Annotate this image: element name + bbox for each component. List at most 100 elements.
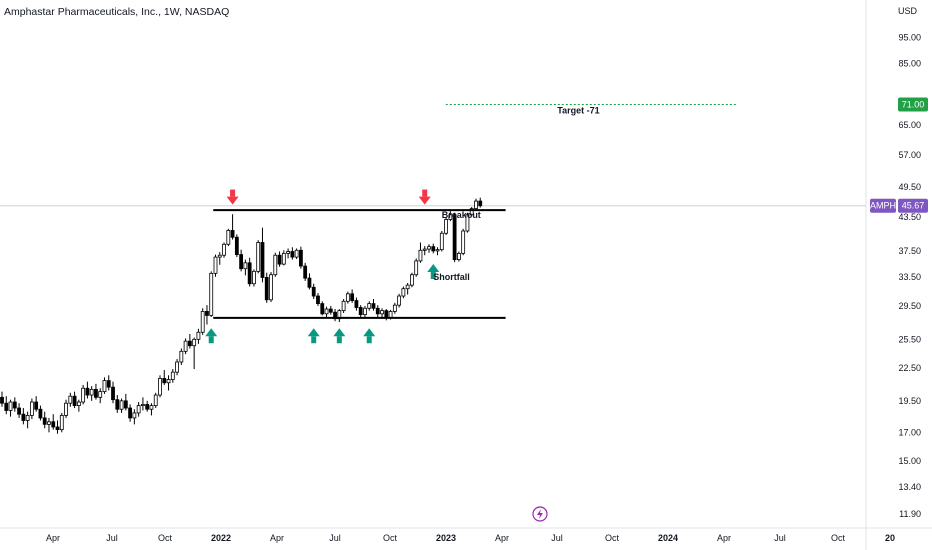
- candle-body: [141, 404, 145, 407]
- candle: [243, 259, 248, 276]
- candle: [256, 240, 261, 274]
- candle: [277, 251, 282, 267]
- arrow-shaft: [366, 336, 372, 344]
- candle: [397, 293, 402, 308]
- candle: [209, 271, 214, 318]
- candle: [307, 273, 312, 290]
- arrow-shaft: [311, 336, 317, 344]
- candle: [303, 262, 308, 281]
- price-axis[interactable]: USD 95.00 85.00 71.00 65.00 57.00 49.50 43.50 37…: [870, 6, 928, 519]
- candle: [328, 305, 333, 315]
- symbol-tag: AMPH: [870, 201, 896, 211]
- candle-body: [59, 415, 64, 431]
- lightning-bolt-icon: [532, 506, 548, 522]
- candle-body: [371, 303, 376, 309]
- candle-body: [213, 256, 218, 274]
- arrow-head: [427, 264, 440, 273]
- time-tick: Oct: [605, 533, 620, 543]
- candle: [200, 308, 205, 335]
- candle: [324, 306, 329, 318]
- candle-body: [269, 274, 273, 301]
- candle-body: [183, 340, 188, 352]
- candle: [401, 286, 406, 299]
- candle: [132, 409, 137, 425]
- price-tick: 65.00: [898, 120, 921, 130]
- candle: [333, 309, 337, 322]
- price-tick: 11.90: [899, 509, 921, 519]
- candle: [422, 246, 427, 256]
- candle-body: [179, 350, 184, 363]
- markers: [205, 189, 440, 344]
- arrow-shaft: [422, 189, 428, 197]
- candle-body: [17, 407, 21, 415]
- candle-body: [29, 401, 34, 416]
- candle-body: [0, 396, 4, 404]
- candle-body: [123, 400, 128, 409]
- candle-body: [264, 277, 269, 301]
- candle: [179, 348, 184, 365]
- arrow-shaft: [430, 272, 436, 280]
- candle-body: [375, 307, 380, 315]
- down-arrow-marker: [418, 189, 431, 205]
- candle-body: [162, 378, 167, 384]
- arrow-head: [205, 328, 218, 337]
- price-tick: 43.50: [898, 212, 921, 222]
- price-tick: 17.00: [898, 427, 921, 437]
- candle: [345, 291, 350, 304]
- price-tick: 49.50: [898, 182, 921, 192]
- candle-body: [367, 303, 372, 309]
- candle-body: [465, 214, 470, 232]
- candle-body: [324, 308, 329, 315]
- candle-body: [196, 331, 201, 340]
- candle: [0, 391, 4, 407]
- candle-body: [243, 262, 248, 270]
- candle-body: [25, 415, 30, 421]
- price-tick: 19.50: [898, 396, 921, 406]
- replay-icon-wrap[interactable]: [532, 506, 548, 522]
- candle: [187, 334, 192, 349]
- candle-body: [94, 388, 98, 398]
- candle-body: [358, 307, 363, 316]
- candle: [136, 402, 141, 417]
- arrow-shaft: [336, 336, 342, 344]
- candle: [427, 244, 431, 253]
- time-tick: Jul: [329, 533, 341, 543]
- candle-body: [384, 310, 389, 319]
- price-tick: 15.00: [898, 456, 921, 466]
- candle-body: [435, 249, 440, 252]
- price-tick: 33.50: [898, 272, 921, 282]
- candle: [106, 375, 111, 391]
- candle: [431, 243, 436, 254]
- candle-body: [111, 386, 115, 401]
- candle-body: [294, 249, 299, 258]
- candle: [247, 257, 252, 287]
- candle-body: [277, 254, 282, 265]
- candle: [448, 211, 453, 222]
- arrow-head: [226, 196, 239, 205]
- candle-body: [98, 391, 103, 398]
- candle: [76, 399, 81, 412]
- price-tick: 37.50: [898, 246, 921, 256]
- candle: [72, 391, 77, 409]
- candle-body: [311, 286, 316, 297]
- candle: [98, 388, 103, 404]
- candle: [12, 397, 17, 412]
- candle: [123, 393, 128, 411]
- time-tick: Apr: [46, 533, 60, 543]
- candle: [469, 207, 474, 217]
- candle: [474, 198, 478, 211]
- up-arrow-marker: [363, 328, 376, 344]
- time-tick: Jul: [551, 533, 563, 543]
- candle: [260, 227, 265, 283]
- time-axis[interactable]: Apr Jul Oct 2022 Apr Jul Oct 2023 Apr Jul Oct 2024 A…: [46, 533, 895, 543]
- candle: [350, 289, 355, 303]
- candle-body: [209, 272, 214, 316]
- candle: [273, 252, 278, 277]
- arrow-shaft: [230, 189, 236, 197]
- candle-body: [187, 340, 192, 347]
- candle-body: [158, 378, 162, 396]
- up-arrow-marker: [205, 328, 218, 344]
- candle: [192, 337, 197, 370]
